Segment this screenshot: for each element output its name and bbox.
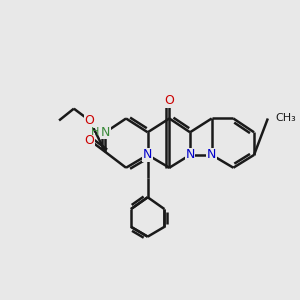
Text: O: O xyxy=(85,114,94,127)
Text: N: N xyxy=(185,148,195,161)
Text: N: N xyxy=(207,148,216,161)
Text: O: O xyxy=(164,94,174,107)
Text: N: N xyxy=(101,126,110,139)
Text: N: N xyxy=(143,148,152,161)
Text: H: H xyxy=(91,127,100,137)
Text: O: O xyxy=(85,134,94,147)
Text: CH₃: CH₃ xyxy=(276,113,296,124)
